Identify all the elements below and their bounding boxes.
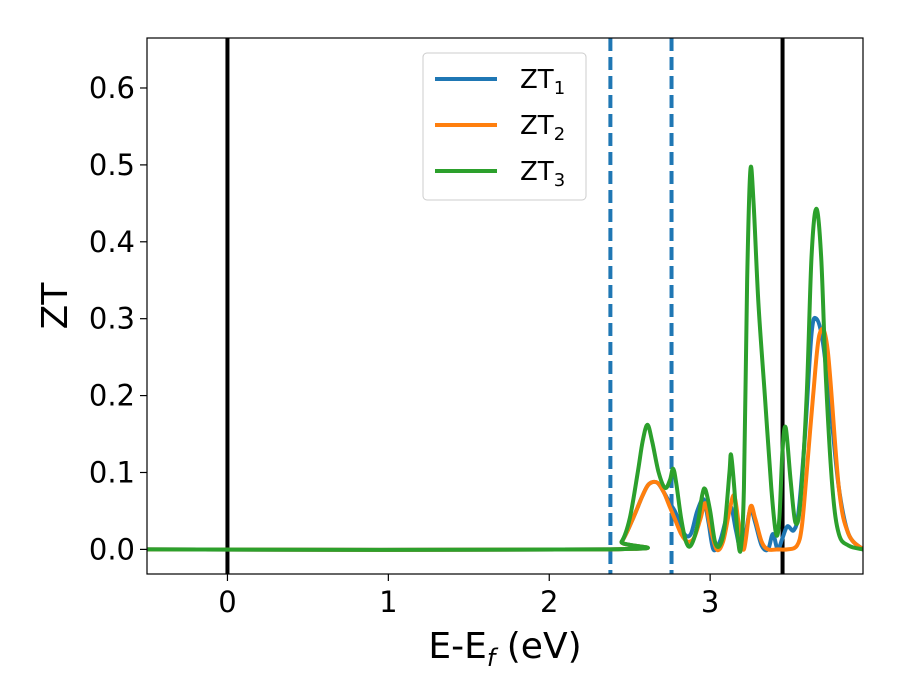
x-axis-label-suffix: (eV) [495,626,581,667]
y-axis-label: ZT [35,282,76,330]
x-axis: 0 1 2 3 [218,574,719,619]
x-tick-label: 3 [701,585,719,619]
y-tick-label: 0.1 [89,455,135,489]
legend-label-2: ZT2 [520,111,565,145]
y-tick-label: 0.3 [89,302,135,336]
y-tick-label: 0.5 [89,148,135,182]
x-axis-label: E-Ef (eV) [428,626,581,672]
legend-label-1: ZT1 [520,65,565,99]
x-tick-label: 0 [218,585,236,619]
y-tick-label: 0.2 [89,379,135,413]
legend-box [422,52,587,201]
x-tick-label: 2 [540,585,558,619]
plot-frame [146,37,864,575]
y-axis: 0.0 0.1 0.2 0.3 0.4 0.5 0.6 [89,71,147,566]
y-tick-label: 0.4 [89,225,135,259]
legend: ZT1 ZT2 ZT3 [422,52,587,201]
series-line-2 [147,326,863,553]
legend-label-3: ZT3 [520,157,565,191]
series-line-3 [147,164,863,554]
series-lines [147,164,863,554]
y-tick-label: 0.0 [89,532,135,566]
x-tick-label: 1 [379,585,397,619]
x-axis-label-main: E-E [428,626,486,667]
y-tick-label: 0.6 [89,71,135,105]
